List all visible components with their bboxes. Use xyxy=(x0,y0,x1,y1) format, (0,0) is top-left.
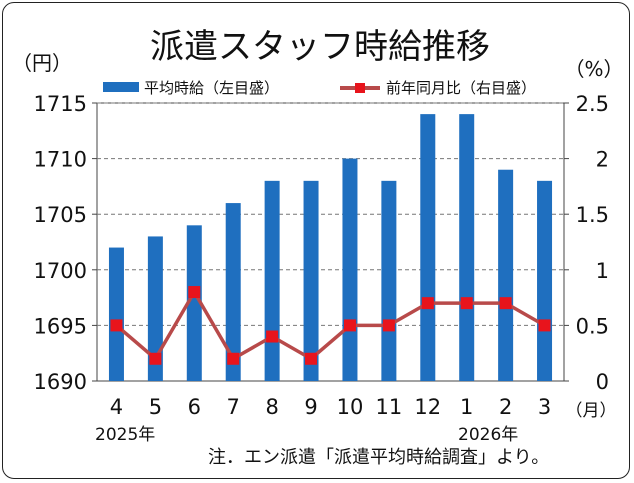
line-point-3 xyxy=(538,319,551,332)
bar-2 xyxy=(498,169,514,381)
right-tick-label: 2.5 xyxy=(576,92,609,116)
x-tick-label: 6 xyxy=(188,395,201,419)
bar-12 xyxy=(420,114,436,382)
left-tick-label: 1695 xyxy=(34,314,87,338)
chart-title: 派遣スタッフ時給推移 xyxy=(150,27,490,67)
right-tick-label: 1 xyxy=(596,259,609,283)
right-tick-label: 0.5 xyxy=(576,314,609,338)
left-tick-label: 1715 xyxy=(34,92,87,116)
gridlines xyxy=(97,102,564,326)
line-point-7 xyxy=(227,352,240,365)
bar-11 xyxy=(381,180,397,381)
year-label-2026: 2026年 xyxy=(458,425,518,445)
x-tick-label: 12 xyxy=(414,395,441,419)
bar-6 xyxy=(186,225,202,381)
x-tick-label: 5 xyxy=(149,395,162,419)
legend-line-marker xyxy=(355,83,365,93)
line-point-9 xyxy=(305,352,318,365)
source-note: 注．エン派遣「派遣平均時給調査」より。 xyxy=(208,447,549,468)
left-tick-label: 1705 xyxy=(34,203,87,227)
right-tick-label: 1.5 xyxy=(576,203,609,227)
line-point-8 xyxy=(266,330,279,343)
line-series xyxy=(110,286,551,365)
bar-8 xyxy=(264,180,280,381)
line-point-12 xyxy=(421,297,434,310)
right-tick-label: 2 xyxy=(596,148,609,172)
line-point-1 xyxy=(460,297,473,310)
line-point-6 xyxy=(188,286,201,299)
legend-bar-swatch xyxy=(103,82,139,92)
line-path xyxy=(115,290,546,361)
x-tick-label: 2 xyxy=(499,395,512,419)
right-tick-label: 0 xyxy=(596,370,609,394)
line-point-5 xyxy=(149,352,162,365)
legend-line-label: 前年同月比（右目盛） xyxy=(386,79,536,97)
x-axis-unit: （月） xyxy=(566,401,617,421)
bar-7 xyxy=(225,203,241,381)
bar-1 xyxy=(459,114,475,382)
x-tick-label: 7 xyxy=(227,395,240,419)
bar-9 xyxy=(303,180,319,381)
bar-10 xyxy=(342,158,358,381)
right-axis-unit: （%） xyxy=(564,57,623,81)
left-axis-unit: （円） xyxy=(12,51,72,75)
left-tick-label: 1710 xyxy=(34,148,87,172)
line-point-4 xyxy=(110,319,123,332)
left-axis-ticks: 1690 1695 1700 1705 1710 1715 xyxy=(34,92,97,394)
legend: 平均時給（左目盛） 前年同月比（右目盛） xyxy=(103,79,536,97)
left-tick-label: 1690 xyxy=(34,370,87,394)
bar-5 xyxy=(147,236,163,381)
bar-4 xyxy=(108,247,124,381)
line-point-2 xyxy=(499,297,512,310)
x-tick-label: 1 xyxy=(460,395,473,419)
bar-3 xyxy=(537,180,553,381)
x-tick-label: 4 xyxy=(110,395,123,419)
line-point-11 xyxy=(382,319,395,332)
x-tick-label: 3 xyxy=(538,395,551,419)
legend-bar-label: 平均時給（左目盛） xyxy=(144,79,279,97)
year-label-2025: 2025年 xyxy=(95,425,155,445)
x-tick-label: 10 xyxy=(337,395,364,419)
x-tick-label: 9 xyxy=(304,395,317,419)
left-tick-label: 1700 xyxy=(34,259,87,283)
right-axis-ticks: 0 0.5 1 1.5 2 2.5 xyxy=(564,92,609,394)
x-tick-label: 11 xyxy=(376,395,403,419)
line-point-10 xyxy=(343,319,356,332)
x-axis-ticks: 4 5 6 7 8 9 10 11 12 1 2 3 xyxy=(110,395,551,419)
x-tick-label: 8 xyxy=(265,395,278,419)
